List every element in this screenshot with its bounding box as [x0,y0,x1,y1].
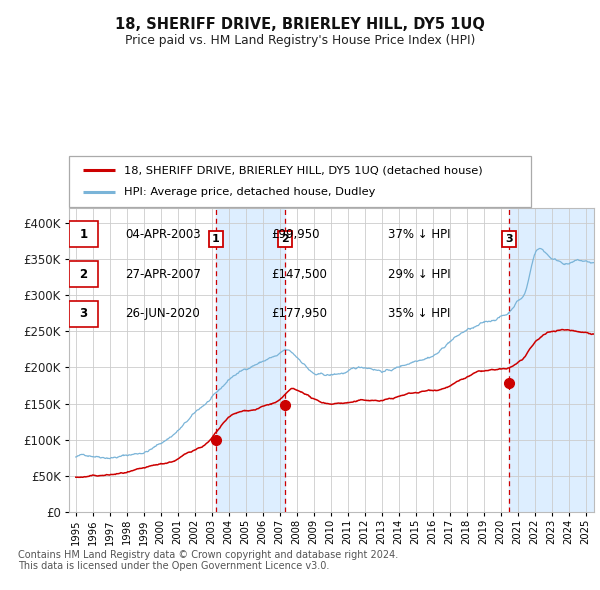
Bar [216,208,285,512]
Text: £147,500: £147,500 [271,268,326,281]
Text: 26-JUN-2020: 26-JUN-2020 [125,307,200,320]
Text: 37% ↓ HPI: 37% ↓ HPI [388,228,450,241]
FancyBboxPatch shape [69,221,98,247]
Text: 04-APR-2003: 04-APR-2003 [125,228,200,241]
Text: 18, SHERIFF DRIVE, BRIERLEY HILL, DY5 1UQ: 18, SHERIFF DRIVE, BRIERLEY HILL, DY5 1U… [115,17,485,31]
Bar [509,208,594,512]
Text: HPI: Average price, detached house, Dudley: HPI: Average price, detached house, Dudl… [124,188,376,198]
Text: 1: 1 [212,234,220,244]
Text: 3: 3 [505,234,512,244]
Text: 29% ↓ HPI: 29% ↓ HPI [388,268,450,281]
FancyBboxPatch shape [69,156,531,206]
Text: 2: 2 [80,268,88,281]
FancyBboxPatch shape [69,261,98,287]
Text: 35% ↓ HPI: 35% ↓ HPI [388,307,450,320]
Text: 27-APR-2007: 27-APR-2007 [125,268,200,281]
Text: £99,950: £99,950 [271,228,319,241]
Text: 2: 2 [281,234,289,244]
Text: 18, SHERIFF DRIVE, BRIERLEY HILL, DY5 1UQ (detached house): 18, SHERIFF DRIVE, BRIERLEY HILL, DY5 1U… [124,165,483,175]
FancyBboxPatch shape [69,301,98,327]
Text: £177,950: £177,950 [271,307,327,320]
Text: Price paid vs. HM Land Registry's House Price Index (HPI): Price paid vs. HM Land Registry's House … [125,34,475,47]
Text: 3: 3 [80,307,88,320]
Text: 1: 1 [80,228,88,241]
Text: Contains HM Land Registry data © Crown copyright and database right 2024.
This d: Contains HM Land Registry data © Crown c… [18,550,398,572]
